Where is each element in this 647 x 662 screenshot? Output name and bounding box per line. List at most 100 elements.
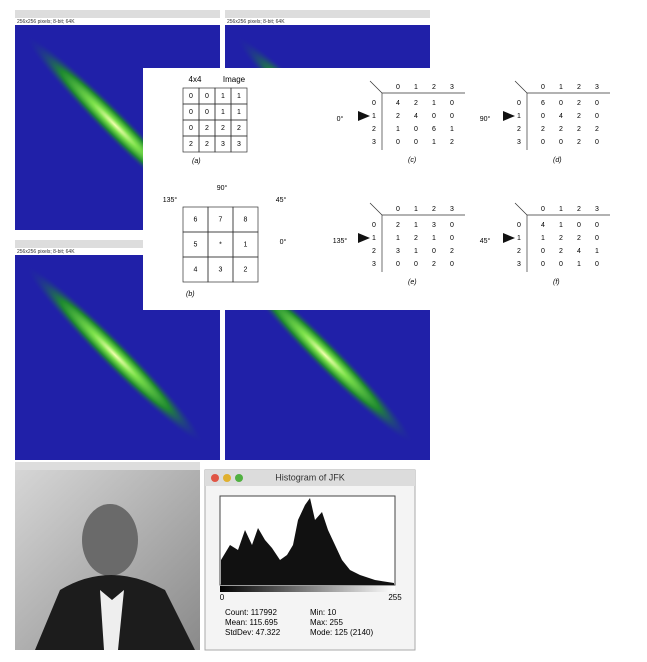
- count: 3: [432, 222, 436, 229]
- histogram-shape: [221, 498, 394, 585]
- window-title: Histogram of JFK: [275, 472, 345, 482]
- info-bar: [15, 18, 220, 25]
- neighbor-value: 7: [219, 216, 223, 223]
- row-label: 3: [372, 261, 376, 268]
- window-subtitle: 256x256 pixels; 8-bit; 64K: [227, 19, 285, 25]
- info-bar: [15, 248, 220, 255]
- count: 1: [414, 248, 418, 255]
- stat: Mode: 125 (2140): [310, 628, 373, 637]
- angle-label: 90°: [480, 115, 491, 123]
- angle-label: 90°: [217, 184, 228, 192]
- row-label: 3: [517, 139, 521, 146]
- matrix-windows: 256x256 pixels; 8-bit; 64K 256x256 pixels…: [15, 10, 430, 460]
- count: 1: [396, 126, 400, 133]
- axis: [514, 80, 528, 94]
- count: 1: [432, 235, 436, 242]
- neighbor-value: 8: [244, 216, 248, 223]
- header: 1: [559, 84, 563, 91]
- glcm-figure: 4x4 Image 0 0 1 1 0 0 1 1 0 2 2 2 2 2 3 3 (a) 135° 90° 45° 0° 6…: [143, 68, 610, 310]
- count: 0: [595, 222, 599, 229]
- count: 0: [559, 100, 563, 107]
- row-label: 1: [372, 113, 376, 120]
- header: 3: [450, 84, 454, 91]
- count: 2: [577, 126, 581, 133]
- caption: (c): [408, 157, 416, 164]
- window-subtitle: 256x256 pixels; 8-bit; 64K: [17, 249, 75, 255]
- count: 4: [577, 248, 581, 255]
- count: 0: [541, 248, 545, 255]
- axis: [369, 80, 383, 94]
- figure-panel: [143, 68, 465, 310]
- cell-value: 0: [205, 109, 209, 116]
- count: 0: [396, 261, 400, 268]
- close-button[interactable]: [211, 474, 219, 482]
- shirt: [100, 590, 124, 650]
- count: 2: [414, 235, 418, 242]
- count: 0: [595, 261, 599, 268]
- zoom-button[interactable]: [235, 474, 243, 482]
- neighbor-value: 1: [244, 241, 248, 248]
- neighbor-value: 6: [194, 216, 198, 223]
- count: 0: [450, 113, 454, 120]
- row-label: 2: [372, 248, 376, 255]
- row-label: 1: [517, 235, 521, 242]
- cell-value: 2: [237, 125, 241, 132]
- caption: (b): [186, 291, 195, 298]
- cell-value: 3: [237, 141, 241, 148]
- size-label: 4x4: [189, 75, 202, 84]
- cell-value: 0: [189, 93, 193, 100]
- header: 3: [450, 206, 454, 213]
- row-label: 3: [372, 139, 376, 146]
- caption: (a): [192, 158, 201, 165]
- cell-value: 2: [205, 125, 209, 132]
- stat: Max: 255: [310, 618, 343, 627]
- neighbor-value: 3: [219, 266, 223, 273]
- caption: (d): [553, 157, 562, 164]
- image-label: Image: [223, 75, 246, 84]
- header: 2: [432, 206, 436, 213]
- count: 3: [396, 248, 400, 255]
- count: 2: [577, 100, 581, 107]
- count: 2: [559, 248, 563, 255]
- arrow: [503, 233, 515, 243]
- histogram-window: Histogram of JFK 0 255 Count: 117992 Min:…: [204, 469, 416, 651]
- cell-value: 2: [205, 141, 209, 148]
- count: 0: [595, 139, 599, 146]
- cell-value: 1: [237, 109, 241, 116]
- cell-value: 2: [189, 141, 193, 148]
- header: 0: [396, 206, 400, 213]
- gray-ramp: [220, 586, 395, 592]
- neighbor-value: 2: [244, 266, 248, 273]
- count: 1: [396, 235, 400, 242]
- angle-label: 135°: [163, 196, 178, 204]
- minimize-button[interactable]: [223, 474, 231, 482]
- cell-value: 1: [237, 93, 241, 100]
- cell-value: 1: [221, 93, 225, 100]
- cell-value: 3: [221, 141, 225, 148]
- count: 0: [559, 261, 563, 268]
- count: 1: [432, 100, 436, 107]
- count: 0: [432, 113, 436, 120]
- neighbor-cell: [232, 256, 259, 283]
- count: 2: [450, 248, 454, 255]
- cell-value: 0: [205, 93, 209, 100]
- count: 2: [396, 113, 400, 120]
- header: 3: [595, 206, 599, 213]
- header: 3: [595, 84, 599, 91]
- count: 0: [595, 235, 599, 242]
- count: 0: [450, 261, 454, 268]
- axis: [369, 202, 383, 216]
- row-label: 2: [517, 126, 521, 133]
- cell-value: 2: [221, 125, 225, 132]
- row-label: 1: [372, 235, 376, 242]
- head: [82, 504, 138, 576]
- count: 0: [414, 261, 418, 268]
- title-bar: [225, 10, 430, 18]
- row-label: 0: [517, 100, 521, 107]
- header: 0: [541, 84, 545, 91]
- diagonal-glow: [26, 266, 204, 444]
- count: 4: [541, 222, 545, 229]
- count: 0: [414, 126, 418, 133]
- angle-label: 45°: [276, 196, 287, 204]
